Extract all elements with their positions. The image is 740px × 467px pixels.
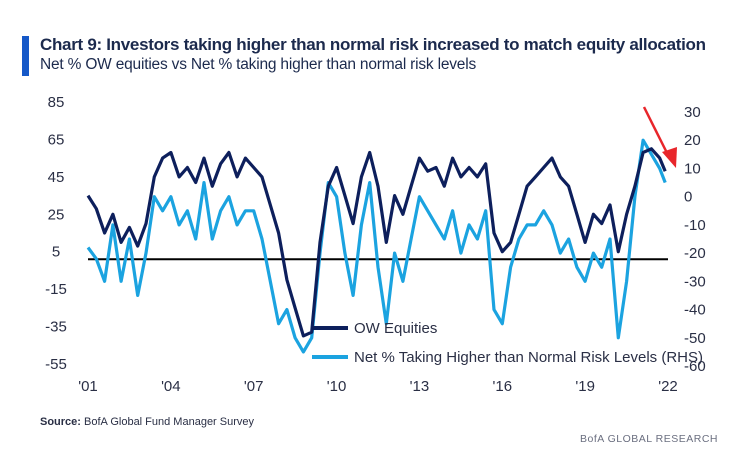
- source-note: Source: BofA Global Fund Manager Survey: [40, 416, 254, 428]
- x-tick-label: '16: [493, 378, 513, 395]
- y-right-tick-label: 20: [684, 132, 701, 149]
- arrow-shaft: [642, 106, 669, 154]
- y-left-tick-label: 85: [48, 94, 65, 111]
- x-tick-label: '13: [410, 378, 430, 395]
- source-label: Source:: [40, 416, 81, 428]
- arrow-head: [662, 147, 677, 168]
- x-tick-label: '19: [575, 378, 595, 395]
- x-tick-label: '01: [78, 378, 98, 395]
- y-right-tick-label: 30: [684, 104, 701, 121]
- y-right-tick-label: -50: [684, 330, 706, 347]
- y-left-tick-label: 65: [48, 131, 65, 148]
- series-line-ow-equities: [86, 147, 667, 338]
- y-right-tick-label: -60: [684, 358, 706, 375]
- y-right-tick-label: 0: [684, 189, 692, 206]
- x-tick-label: '07: [244, 378, 264, 395]
- y-left-tick-label: -35: [45, 319, 67, 336]
- legend-label: OW Equities: [354, 320, 437, 337]
- y-left-tick-label: 25: [48, 206, 65, 223]
- y-left-tick-label: -55: [45, 356, 67, 373]
- y-axis-right: 30 20 10 0 -10 -20 -30 -40 -50 -60: [684, 104, 706, 375]
- branding: BofA GLOBAL RESEARCH: [580, 433, 718, 445]
- series-line-risk-levels: [86, 138, 667, 354]
- y-left-tick-label: 5: [52, 244, 60, 261]
- red-arrow-annotation: [642, 106, 677, 168]
- y-right-tick-label: -30: [684, 273, 706, 290]
- y-axis-left: 85 65 45 25 5 -15 -35 -55: [45, 94, 67, 373]
- title-accent-bar: [22, 36, 29, 76]
- legend-label: Net % Taking Higher than Normal Risk Lev…: [354, 349, 703, 366]
- series-group: [86, 138, 667, 354]
- x-tick-label: '04: [161, 378, 181, 395]
- x-axis: '01 '04 '07 '10 '13 '16 '19 '22: [78, 378, 678, 395]
- chart-title: Chart 9: Investors taking higher than no…: [40, 35, 706, 54]
- y-right-tick-label: -40: [684, 302, 706, 319]
- y-right-tick-label: -20: [684, 245, 706, 262]
- x-tick-label: '10: [327, 378, 347, 395]
- source-text: BofA Global Fund Manager Survey: [84, 416, 255, 428]
- x-tick-label: '22: [658, 378, 678, 395]
- chart-subtitle: Net % OW equities vs Net % taking higher…: [40, 56, 477, 73]
- y-right-tick-label: -10: [684, 217, 706, 234]
- y-left-tick-label: -15: [45, 281, 67, 298]
- y-left-tick-label: 45: [48, 169, 65, 186]
- y-right-tick-label: 10: [684, 160, 701, 177]
- legend: OW Equities Net % Taking Higher than Norm…: [312, 320, 703, 366]
